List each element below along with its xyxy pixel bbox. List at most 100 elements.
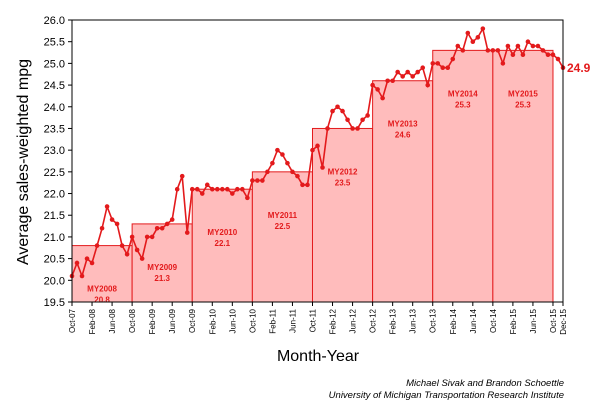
x-tick-label: Oct-08 [128,308,137,333]
data-point [169,217,175,222]
y-tick-label: 24.5 [44,80,65,92]
y-tick-label: 20.5 [44,254,65,266]
data-point [410,74,415,79]
credit-institute: University of Michigan Transportation Re… [329,390,564,401]
data-point [250,178,255,183]
data-point [290,169,295,175]
x-tick-label: Oct-07 [68,308,77,333]
data-point [340,108,345,114]
data-point [550,52,556,58]
data-point [184,230,190,235]
x-tick-label: Feb-08 [88,308,97,334]
data-point [525,39,531,44]
bar-my2009 [131,223,193,303]
data-point [460,48,466,53]
data-point [119,243,125,248]
model-year-label: MY2014 [448,89,478,98]
x-tick-label: Feb-09 [148,308,157,334]
data-point [94,243,100,248]
data-point [490,48,496,53]
model-year-label: MY2009 [147,263,177,272]
data-point [320,165,325,170]
model-year-value: 22.1 [215,239,231,248]
data-point [555,56,561,62]
data-point [129,234,135,240]
data-point [350,126,355,131]
data-point [315,143,320,149]
data-point [510,52,516,58]
data-point [109,217,115,222]
data-point [310,147,315,153]
x-tick-label: Feb-15 [509,308,518,334]
x-tick-label: Jun-12 [349,308,358,333]
x-tick-label: Oct-15 [549,308,558,333]
monthly-mpg-series [69,26,566,279]
model-year-value: 21.3 [154,274,170,283]
x-tick-label: Feb-10 [208,308,217,334]
data-point [365,113,370,118]
y-tick-label: 24.0 [44,102,65,114]
model-year-value: 20.8 [94,296,110,305]
model-year-value: 23.5 [335,178,351,187]
data-point [220,186,225,192]
data-point [199,191,205,196]
x-tick-label: Feb-12 [329,308,338,334]
data-point [230,191,235,196]
model-year-bars: MY2008 20.8 MY2009 21.3 MY2010 22.1 MY2011 22.5… [71,49,554,305]
data-point [114,221,120,227]
data-point [189,186,195,192]
data-point [355,126,360,131]
data-point [280,152,285,157]
data-point [425,82,431,88]
x-tick-label: Jun-09 [168,308,177,333]
x-tick-label: Dec-15 [559,308,568,334]
data-point [515,43,521,49]
data-point [134,247,140,253]
data-point [400,74,405,79]
y-tick-label: 23.5 [44,123,65,135]
axes [68,19,564,306]
end-value-label: 24.9 [567,61,591,75]
data-point [104,204,110,209]
plot-frame [71,19,564,303]
data-point [295,173,300,179]
bar-my2015 [492,49,554,303]
data-point [335,104,340,110]
y-tick-label: 26.0 [44,15,65,27]
data-point [270,160,275,166]
data-point [265,169,270,175]
x-tick-label: Feb-13 [389,308,398,334]
x-tick-label: Jun-10 [228,308,237,333]
tick-labels: 19.5 20.0 20.5 21.0 21.5 22.0 22.5 23.0 23.5 24.0… [44,15,568,335]
data-point [179,173,185,179]
model-year-label: MY2013 [388,120,418,129]
data-point [465,30,471,36]
bar-my2012 [311,127,374,303]
data-point [470,39,476,44]
bar-my2013 [372,80,434,303]
bar-my2014 [432,49,494,303]
data-point [84,256,90,261]
data-point [305,182,310,188]
credit-authors: Michael Sivak and Brandon Schoettle [406,378,564,389]
data-point [520,52,526,58]
data-point [390,78,395,84]
model-year-label: MY2012 [328,167,358,176]
data-point [74,260,80,266]
data-point [405,69,410,75]
data-point [194,186,200,192]
data-point [545,52,551,58]
y-tick-label: 25.0 [44,58,65,70]
data-point [124,251,130,257]
data-point [530,43,536,49]
data-point [154,225,160,231]
x-axis-title: Month-Year [277,348,360,365]
data-point [430,61,436,66]
data-point [500,61,506,66]
data-point [204,182,210,188]
x-tick-label: Oct-09 [188,308,197,333]
data-point [385,78,390,84]
x-tick-label: Oct-11 [308,308,317,332]
data-point [209,186,215,192]
